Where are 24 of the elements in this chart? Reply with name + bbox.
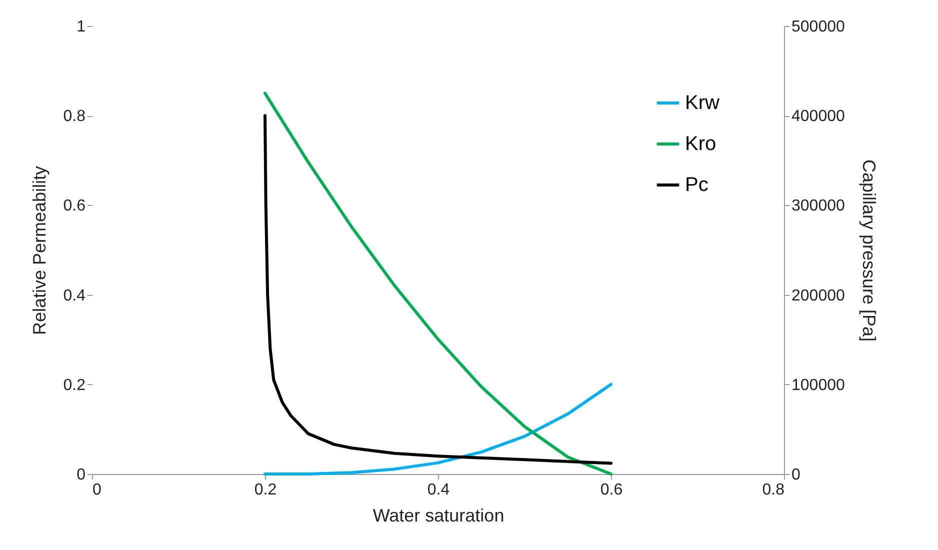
y2-tick-label: 0 — [792, 466, 800, 484]
legend-label: Pc — [685, 174, 708, 196]
y2-tick-label: 200000 — [792, 287, 845, 304]
y2-tick-label: 100000 — [792, 376, 845, 394]
x-tick-label: 0.8 — [762, 482, 785, 498]
x-axis-title: Water saturation — [372, 506, 504, 526]
y-tick-label: 0.2 — [63, 376, 86, 394]
x-tick-label: 0.4 — [427, 482, 450, 498]
y-tick-label: 1 — [76, 18, 86, 36]
y-tick-label: 0 — [76, 466, 86, 484]
y2-tick-label: 500000 — [792, 18, 845, 36]
x-tick-label: 0.6 — [600, 482, 623, 498]
y-tick-label: 0.8 — [63, 108, 86, 126]
y-tick-label: 0.4 — [63, 287, 86, 304]
y2-tick-label: 400000 — [792, 108, 845, 126]
y2-tick-label: 300000 — [792, 198, 845, 215]
line-series — [264, 382, 612, 476]
y-tick-label: 0.6 — [63, 198, 86, 215]
legend-label: Kro — [685, 133, 716, 155]
y-axis-title: Relative Permeability — [29, 166, 50, 336]
legend-label: Krw — [685, 92, 720, 114]
y2-axis-title: Capillary pressure [Pa] — [858, 159, 879, 342]
x-tick-label: 0 — [92, 482, 102, 498]
x-tick-label: 0.2 — [254, 482, 277, 498]
